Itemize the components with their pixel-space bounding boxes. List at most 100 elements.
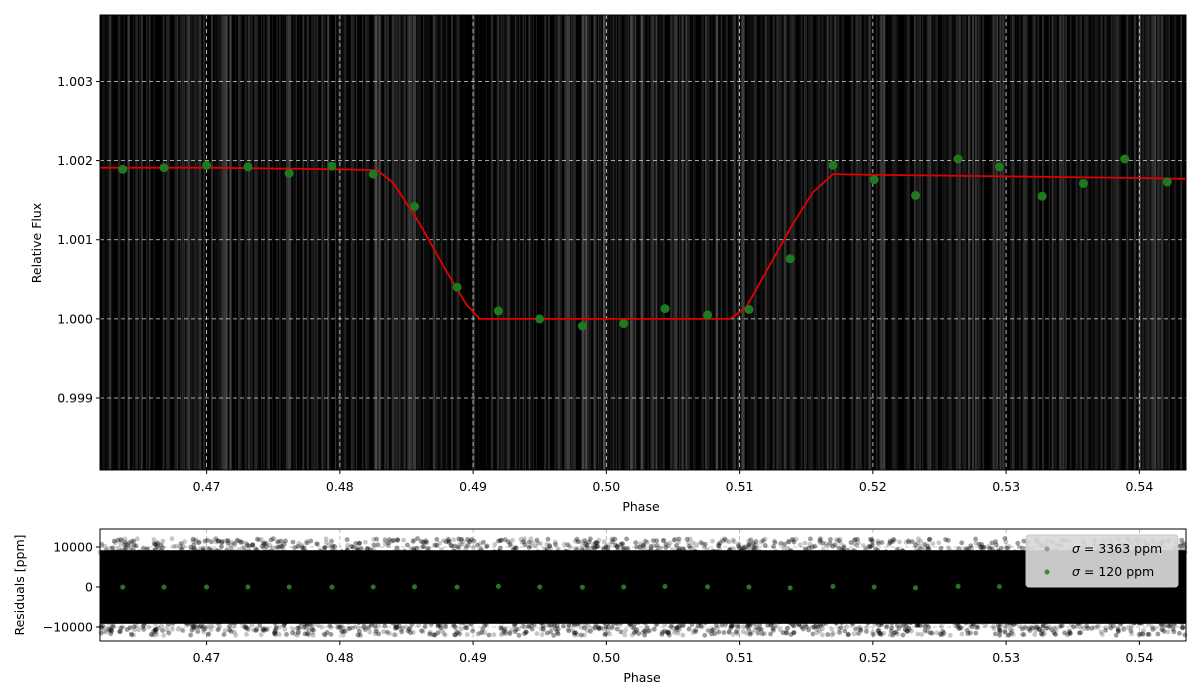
residual-raw-point (202, 538, 208, 544)
residual-raw-point (796, 621, 801, 627)
raw-streak (593, 15, 595, 470)
residual-raw-point (903, 623, 909, 628)
residual-raw-point (995, 622, 1001, 628)
residual-raw-point (397, 549, 403, 555)
residual-raw-point (1027, 628, 1033, 633)
raw-streak (669, 15, 672, 470)
flux-binned-point (577, 321, 587, 331)
residual-raw-point (328, 632, 334, 637)
residual-raw-point (678, 549, 684, 555)
raw-streak (220, 15, 223, 470)
residual-raw-point (1043, 620, 1049, 626)
raw-streak (1077, 15, 1079, 470)
residual-raw-point (723, 621, 728, 627)
residual-raw-point (837, 536, 843, 542)
raw-streak (675, 15, 677, 470)
raw-streak (1042, 15, 1045, 470)
residual-raw-point (297, 625, 303, 630)
residual-raw-point (676, 627, 681, 633)
residual-raw-point (1171, 629, 1177, 635)
residual-raw-point (979, 620, 985, 625)
residual-raw-point (842, 628, 848, 634)
raw-streak (1016, 15, 1018, 470)
residual-raw-point (1034, 624, 1039, 630)
residual-raw-point (622, 545, 627, 551)
residual-raw-point (800, 626, 806, 632)
residual-raw-point (408, 619, 414, 624)
residual-raw-point (757, 548, 762, 554)
residual-raw-point (593, 544, 599, 550)
residual-raw-point (726, 629, 732, 635)
residual-raw-point (728, 550, 733, 555)
residual-raw-point (1162, 623, 1167, 628)
residual-raw-point (154, 544, 160, 549)
residual-raw-point (827, 541, 833, 546)
raw-streak (271, 15, 274, 470)
residual-raw-point (458, 626, 464, 632)
residual-raw-point (255, 536, 260, 542)
raw-streak (1174, 15, 1176, 470)
residual-raw-point (297, 625, 303, 630)
residual-raw-point (813, 624, 818, 629)
residual-raw-point (584, 543, 590, 548)
raw-streak (791, 15, 794, 470)
raw-streak (1161, 15, 1164, 470)
residual-raw-point (511, 623, 517, 628)
residual-raw-point (411, 547, 417, 553)
residual-raw-point (219, 539, 225, 544)
residual-raw-point (356, 540, 362, 546)
residual-raw-point (825, 632, 831, 637)
residual-raw-point (676, 547, 682, 553)
residual-raw-point (142, 620, 148, 626)
residual-raw-point (702, 632, 708, 638)
residual-raw-point (416, 622, 421, 628)
residual-binned-point (996, 584, 1002, 590)
residual-raw-point (1022, 624, 1028, 630)
residual-raw-point (283, 619, 289, 625)
residual-raw-point (525, 624, 531, 629)
residual-raw-point (335, 625, 341, 630)
residual-binned-point (161, 584, 167, 590)
raw-streak (1018, 15, 1020, 470)
residual-raw-point (630, 619, 636, 625)
residual-raw-point (1115, 628, 1121, 633)
residual-raw-point (1021, 538, 1027, 544)
residual-raw-point (296, 630, 301, 636)
residual-raw-point (572, 632, 577, 638)
residual-raw-point (1117, 619, 1122, 625)
raw-streak (1096, 15, 1098, 470)
residual-raw-point (841, 543, 847, 549)
residual-raw-point (997, 630, 1002, 636)
residual-raw-point (640, 630, 646, 635)
residual-raw-point (1136, 620, 1142, 626)
residual-raw-point (140, 624, 146, 629)
residual-raw-point (634, 619, 640, 624)
residual-raw-point (554, 623, 560, 628)
residual-raw-point (850, 621, 855, 627)
residual-raw-point (155, 540, 161, 545)
raw-streak (818, 15, 821, 470)
residual-raw-point (547, 543, 552, 549)
raw-streak (1061, 15, 1062, 470)
residual-raw-point (250, 550, 255, 555)
residual-raw-point (684, 536, 690, 542)
residual-raw-point (992, 631, 998, 637)
residual-raw-point (501, 628, 507, 634)
residual-raw-point (108, 631, 114, 637)
residual-raw-point (324, 618, 329, 624)
raw-streak (1115, 15, 1118, 470)
residual-raw-point (1181, 542, 1186, 548)
residual-raw-point (584, 543, 590, 548)
residual-raw-point (784, 630, 790, 636)
residual-raw-point (971, 621, 977, 627)
residual-raw-point (135, 536, 140, 542)
residual-raw-point (366, 625, 372, 631)
raw-streak (927, 15, 930, 470)
residual-raw-point (1137, 631, 1143, 637)
residual-raw-point (641, 628, 647, 634)
residual-raw-point (124, 627, 130, 632)
residual-raw-point (1040, 632, 1045, 637)
residual-raw-point (965, 627, 971, 633)
residual-raw-point (276, 632, 282, 637)
raw-streak (763, 15, 765, 470)
